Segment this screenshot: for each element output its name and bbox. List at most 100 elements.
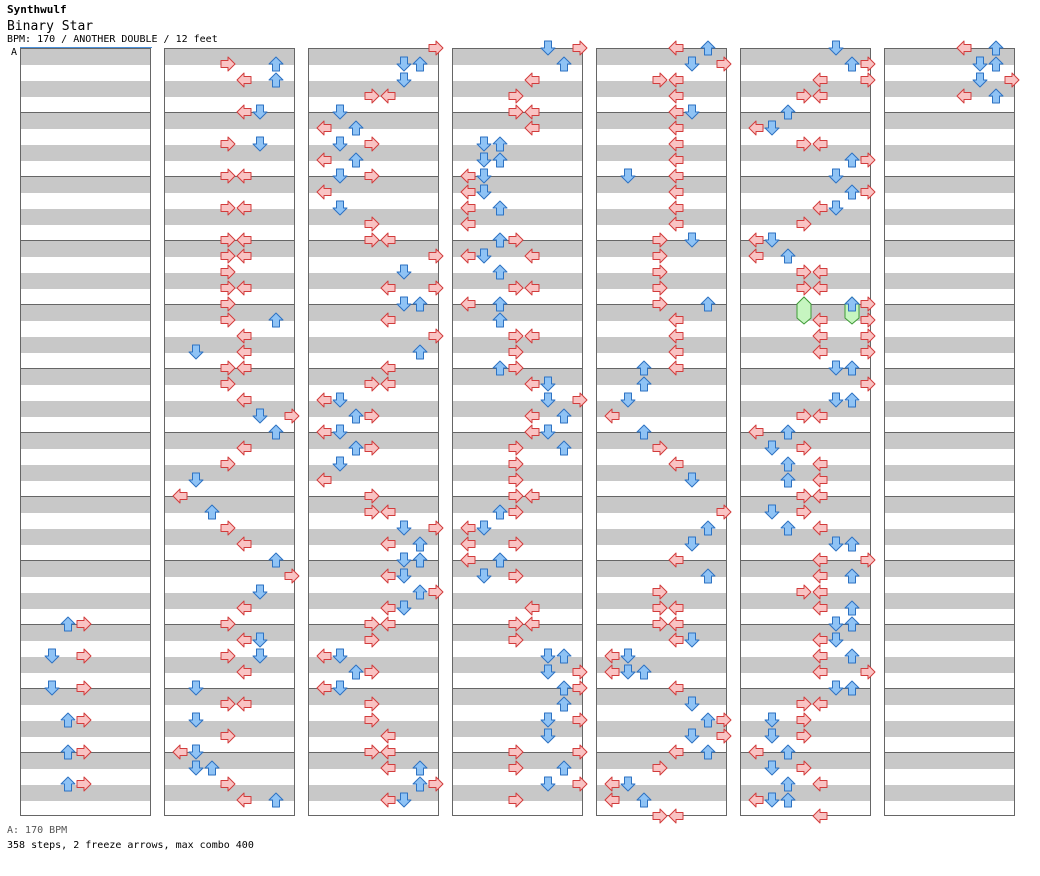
step-arrow-left bbox=[524, 616, 540, 632]
measure-line bbox=[741, 432, 870, 433]
measure-line bbox=[21, 368, 150, 369]
step-arrow-left bbox=[668, 600, 684, 616]
step-arrow-right bbox=[364, 440, 380, 456]
step-arrow-left bbox=[524, 120, 540, 136]
step-arrow-left bbox=[668, 344, 684, 360]
step-arrow-right bbox=[220, 312, 236, 328]
step-arrow-up bbox=[988, 56, 1004, 72]
step-arrow-up bbox=[780, 456, 796, 472]
step-arrow-up bbox=[348, 120, 364, 136]
step-arrow-right bbox=[76, 744, 92, 760]
step-arrow-right bbox=[652, 280, 668, 296]
step-arrow-left bbox=[380, 504, 396, 520]
step-arrow-down bbox=[332, 424, 348, 440]
step-arrow-right bbox=[652, 616, 668, 632]
step-arrow-left bbox=[380, 280, 396, 296]
step-arrow-up bbox=[556, 56, 572, 72]
step-arrow-left bbox=[748, 232, 764, 248]
chart-column-7 bbox=[884, 48, 1015, 816]
step-arrow-up bbox=[412, 536, 428, 552]
step-arrow-left bbox=[172, 744, 188, 760]
step-arrow-left bbox=[380, 600, 396, 616]
step-arrow-left bbox=[236, 104, 252, 120]
step-arrow-left bbox=[236, 792, 252, 808]
step-arrow-left bbox=[380, 744, 396, 760]
step-arrow-right bbox=[652, 232, 668, 248]
step-arrow-right bbox=[364, 216, 380, 232]
step-arrow-left bbox=[236, 392, 252, 408]
step-arrow-right bbox=[652, 72, 668, 88]
step-arrow-right bbox=[428, 280, 444, 296]
step-arrow-right bbox=[796, 696, 812, 712]
measure-line bbox=[309, 368, 438, 369]
measure-line bbox=[309, 304, 438, 305]
measure-line bbox=[165, 112, 294, 113]
step-arrow-down bbox=[828, 168, 844, 184]
step-arrow-right bbox=[860, 72, 876, 88]
step-arrow-down bbox=[764, 440, 780, 456]
measure-line bbox=[597, 176, 726, 177]
step-arrow-down bbox=[540, 664, 556, 680]
step-arrow-down bbox=[828, 40, 844, 56]
step-arrow-right bbox=[508, 536, 524, 552]
step-arrow-down bbox=[476, 152, 492, 168]
step-arrow-right bbox=[572, 712, 588, 728]
step-arrow-right bbox=[220, 776, 236, 792]
step-arrow-left bbox=[668, 456, 684, 472]
step-arrow-left bbox=[524, 72, 540, 88]
step-arrow-up bbox=[844, 568, 860, 584]
step-arrow-right bbox=[652, 600, 668, 616]
step-arrow-up bbox=[700, 744, 716, 760]
step-arrow-down bbox=[620, 392, 636, 408]
step-arrow-up bbox=[412, 584, 428, 600]
measure-line bbox=[885, 560, 1014, 561]
step-arrow-up bbox=[204, 760, 220, 776]
step-arrow-right bbox=[508, 328, 524, 344]
step-arrow-right bbox=[76, 680, 92, 696]
step-arrow-up bbox=[988, 40, 1004, 56]
step-arrow-down bbox=[252, 136, 268, 152]
step-arrow-down bbox=[476, 520, 492, 536]
step-arrow-left bbox=[172, 488, 188, 504]
step-arrow-down bbox=[620, 776, 636, 792]
measure-line bbox=[885, 432, 1014, 433]
step-arrow-left bbox=[668, 200, 684, 216]
step-arrow-up bbox=[268, 312, 284, 328]
step-arrow-left bbox=[236, 232, 252, 248]
step-arrow-left bbox=[668, 184, 684, 200]
measure-line bbox=[885, 240, 1014, 241]
step-arrow-up bbox=[988, 88, 1004, 104]
step-arrow-right bbox=[652, 440, 668, 456]
step-arrow-down bbox=[764, 712, 780, 728]
step-arrow-down bbox=[620, 168, 636, 184]
measure-line bbox=[741, 752, 870, 753]
step-arrow-right bbox=[364, 168, 380, 184]
step-arrow-right bbox=[796, 136, 812, 152]
step-arrow-up bbox=[268, 56, 284, 72]
step-arrow-up bbox=[780, 744, 796, 760]
step-arrow-right bbox=[796, 440, 812, 456]
step-arrow-down bbox=[972, 72, 988, 88]
step-arrow-right bbox=[508, 440, 524, 456]
step-arrow-up bbox=[556, 408, 572, 424]
measure-line bbox=[597, 752, 726, 753]
step-arrow-up bbox=[492, 360, 508, 376]
step-arrow-down bbox=[332, 392, 348, 408]
step-arrow-right bbox=[220, 296, 236, 312]
step-arrow-up bbox=[844, 680, 860, 696]
step-arrow-up bbox=[780, 424, 796, 440]
step-arrow-down bbox=[332, 456, 348, 472]
song-title: Binary Star bbox=[7, 19, 94, 34]
measure-line bbox=[165, 560, 294, 561]
step-arrow-left bbox=[812, 776, 828, 792]
measure-line bbox=[597, 496, 726, 497]
step-arrow-down bbox=[684, 728, 700, 744]
step-arrow-up bbox=[492, 136, 508, 152]
step-arrow-left bbox=[380, 616, 396, 632]
measure-line bbox=[453, 432, 582, 433]
step-arrow-right bbox=[508, 104, 524, 120]
step-arrow-left bbox=[236, 600, 252, 616]
step-arrow-right bbox=[652, 264, 668, 280]
step-arrow-right bbox=[860, 328, 876, 344]
step-arrow-up bbox=[348, 408, 364, 424]
